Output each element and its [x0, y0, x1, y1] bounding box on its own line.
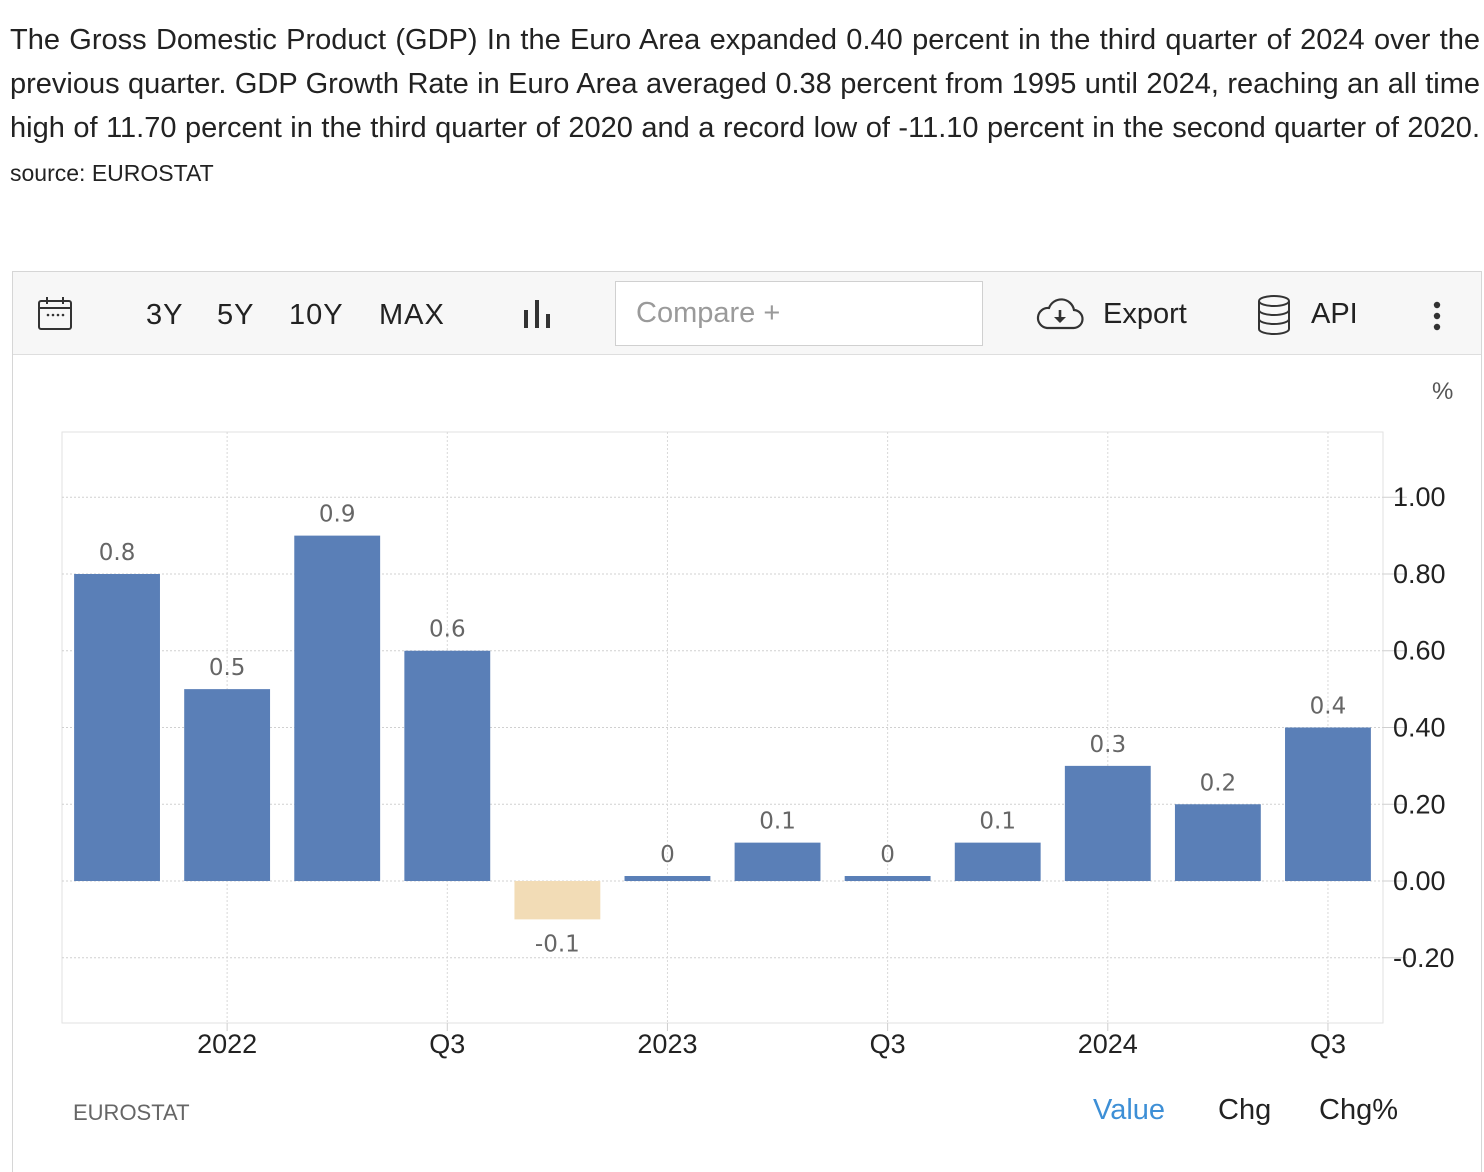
- range-5y-button[interactable]: 5Y: [217, 299, 255, 331]
- bar-value-label: 0.9: [319, 502, 356, 528]
- more-vertical-icon[interactable]: [1427, 300, 1447, 332]
- api-button[interactable]: API: [1311, 298, 1358, 330]
- y-tick-label: -0.20: [1393, 943, 1455, 973]
- bar-value-label: 0.4: [1310, 694, 1347, 720]
- chg-percent-tab[interactable]: Chg%: [1319, 1094, 1398, 1126]
- bar-value-label: 0: [880, 842, 895, 868]
- bar: [1285, 727, 1371, 882]
- description-text: The Gross Domestic Product (GDP) In the …: [10, 24, 1480, 144]
- value-tab[interactable]: Value: [1093, 1094, 1166, 1126]
- bar: [954, 842, 1041, 882]
- bar: [1064, 765, 1151, 882]
- unit-label: %: [1432, 378, 1454, 405]
- chart-toolbar: 3Y 5Y 10Y MAX Export API: [13, 272, 1481, 355]
- bar: [624, 876, 711, 882]
- bar-value-label: 0.3: [1090, 732, 1127, 758]
- bar: [184, 689, 271, 882]
- bar-value-label: 0.1: [979, 809, 1016, 835]
- bar-value-label: -0.1: [535, 931, 580, 957]
- x-tick-label: 2022: [197, 1029, 257, 1059]
- description: The Gross Domestic Product (GDP) In the …: [10, 18, 1480, 195]
- cloud-download-icon[interactable]: [1035, 296, 1085, 332]
- y-tick-label: 0.40: [1393, 713, 1446, 743]
- y-tick-label: 0.00: [1393, 866, 1446, 896]
- chart-widget: 3Y 5Y 10Y MAX Export API % -0.200.0: [12, 271, 1482, 1172]
- bar-value-label: 0.8: [99, 540, 136, 566]
- compare-input[interactable]: [615, 281, 983, 346]
- bar: [404, 650, 491, 882]
- x-tick-label: 2023: [637, 1029, 697, 1059]
- range-max-button[interactable]: MAX: [379, 299, 445, 331]
- y-tick-label: 0.20: [1393, 789, 1446, 819]
- bar: [294, 535, 381, 882]
- chg-tab[interactable]: Chg: [1218, 1094, 1272, 1126]
- description-source: source: EUROSTAT: [10, 160, 214, 186]
- x-tick-label: 2024: [1078, 1029, 1138, 1059]
- x-tick-label: Q3: [429, 1029, 465, 1059]
- chart-source-label: EUROSTAT: [73, 1100, 190, 1125]
- bar: [1174, 804, 1261, 882]
- bar: [514, 881, 601, 920]
- range-10y-button[interactable]: 10Y: [289, 299, 344, 331]
- bar-value-label: 0.2: [1200, 770, 1237, 796]
- bar: [74, 573, 160, 882]
- y-tick-label: 0.80: [1393, 559, 1446, 589]
- x-tick-label: Q3: [870, 1029, 906, 1059]
- y-tick-label: 1.00: [1393, 482, 1446, 512]
- export-button[interactable]: Export: [1103, 298, 1187, 330]
- database-icon[interactable]: [1256, 294, 1292, 336]
- bar-value-label: 0.5: [209, 655, 246, 681]
- bar-value-label: 0.1: [759, 809, 796, 835]
- range-3y-button[interactable]: 3Y: [146, 299, 184, 331]
- bar-chart-icon[interactable]: [521, 298, 553, 330]
- bar: [844, 876, 931, 882]
- x-tick-label: Q3: [1310, 1029, 1346, 1059]
- calendar-icon[interactable]: [37, 296, 73, 332]
- bar: [734, 842, 821, 882]
- y-tick-label: 0.60: [1393, 636, 1446, 666]
- bar-value-label: 0: [660, 842, 675, 868]
- bar-value-label: 0.6: [429, 617, 466, 643]
